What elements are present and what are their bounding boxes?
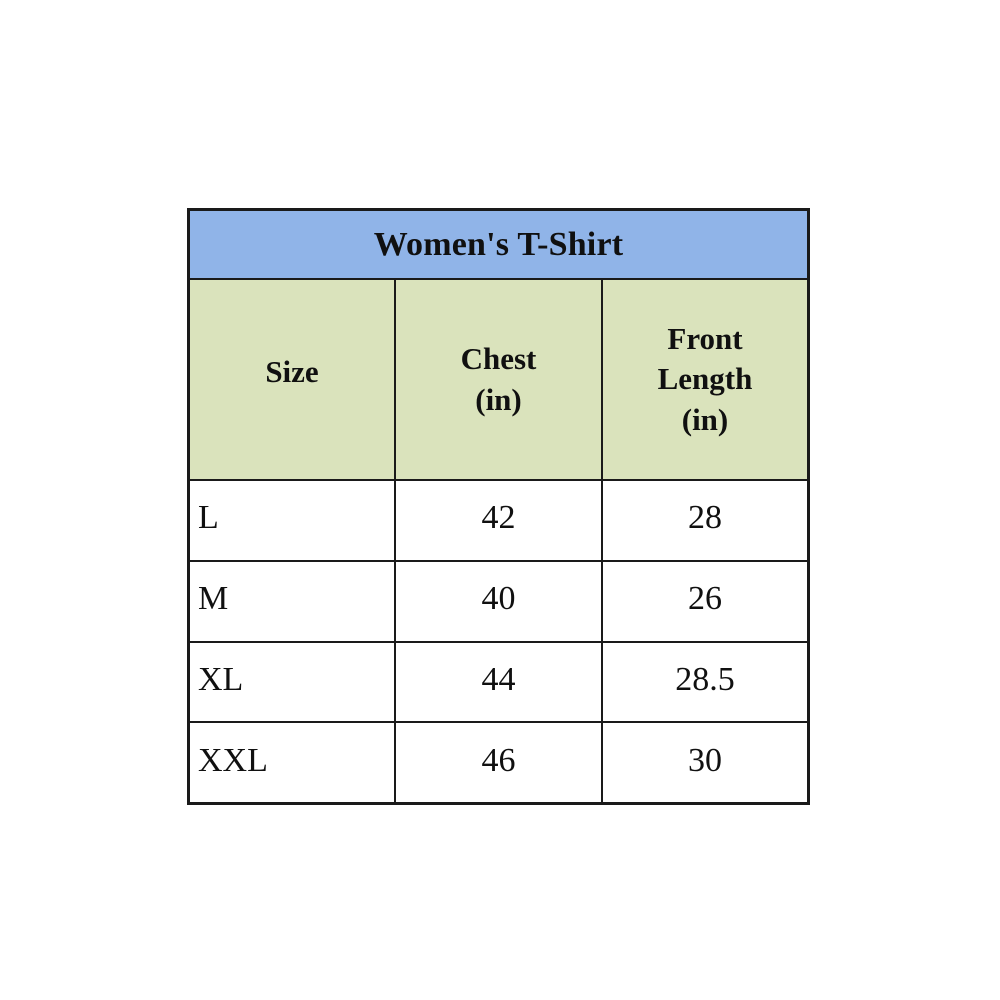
column-header-chest-line-1: Chest bbox=[460, 341, 537, 377]
table-row: L 42 28 bbox=[190, 481, 807, 560]
column-header-front-length: Front Length (in) bbox=[601, 280, 807, 479]
cell-front-length: 26 bbox=[601, 561, 807, 641]
cell-chest: 44 bbox=[394, 642, 601, 722]
table-title: Women's T-Shirt bbox=[373, 225, 624, 263]
cell-front-length: 28 bbox=[601, 481, 807, 560]
cell-size: XL bbox=[198, 660, 244, 698]
cell-size: XXL bbox=[198, 741, 268, 779]
column-header-front-length-line-1: Front bbox=[667, 321, 743, 357]
column-header-front-length-line-3: (in) bbox=[681, 401, 729, 437]
table-row: M 40 26 bbox=[190, 559, 807, 641]
cell-chest: 40 bbox=[394, 561, 601, 641]
table-row: XXL 46 30 bbox=[190, 721, 807, 802]
cell-front-length: 28.5 bbox=[601, 642, 807, 722]
cell-size: M bbox=[198, 580, 229, 618]
column-header-chest-line-2: (in) bbox=[475, 381, 522, 417]
column-header-size: Size bbox=[190, 280, 394, 479]
table-title-row: Women's T-Shirt bbox=[190, 211, 807, 280]
cell-chest: 46 bbox=[394, 723, 601, 802]
table-header-row: Size Chest (in) Front Length (in) bbox=[190, 280, 807, 481]
column-header-front-length-line-2: Length bbox=[657, 361, 753, 397]
cell-size: L bbox=[198, 499, 219, 537]
cell-chest: 42 bbox=[394, 481, 601, 560]
column-header-chest: Chest (in) bbox=[394, 280, 601, 479]
table-row: XL 44 28.5 bbox=[190, 640, 807, 722]
size-chart-table: Women's T-Shirt Size Chest (in) Front Le… bbox=[187, 208, 810, 805]
cell-front-length: 30 bbox=[601, 723, 807, 802]
